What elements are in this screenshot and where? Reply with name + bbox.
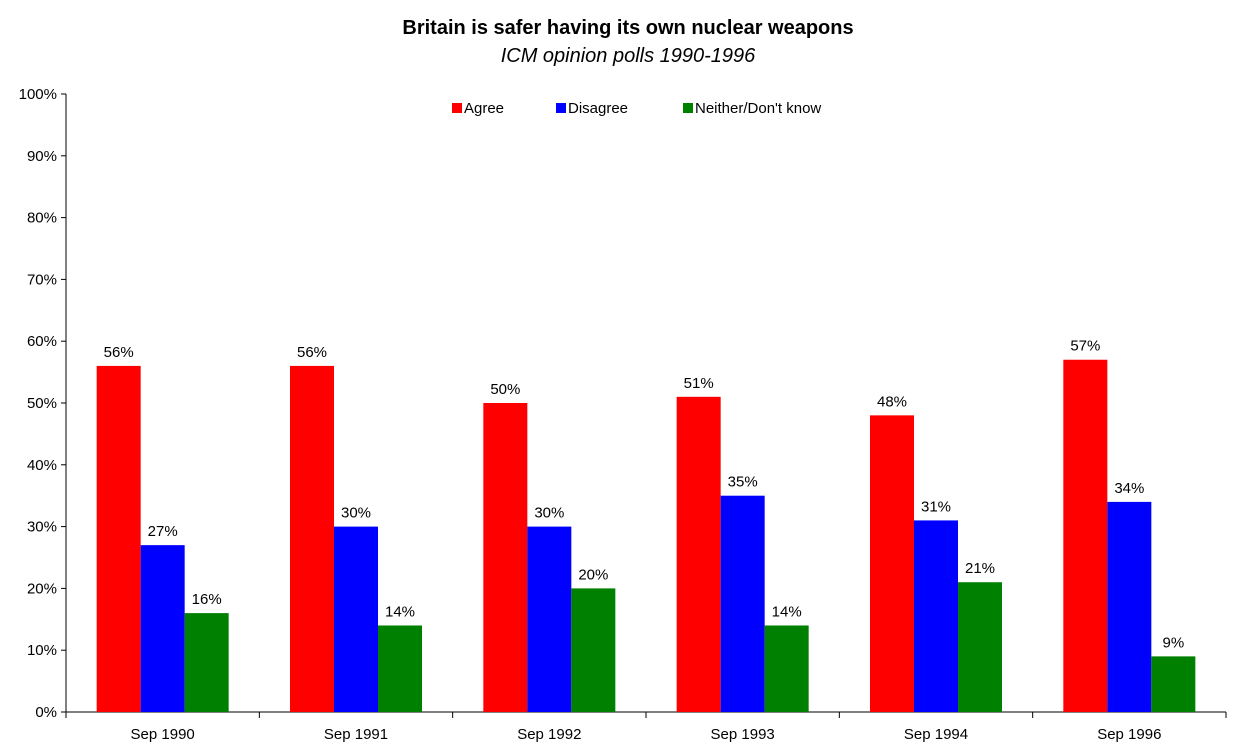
bar-disagree	[914, 520, 958, 712]
data-label: 48%	[877, 393, 907, 410]
data-label: 27%	[148, 523, 178, 540]
bar-disagree	[527, 526, 572, 712]
data-label: 9%	[1162, 634, 1184, 651]
legend: Agree Disagree Neither/Don't know	[452, 100, 821, 117]
x-category-label: Sep 1994	[904, 726, 968, 743]
y-axis: 0% 10% 20% 30% 40% 50% 60% 70% 80% 90% 100%	[19, 86, 67, 721]
bar-agree	[290, 365, 334, 712]
bar-neither-don-t-know	[1151, 656, 1196, 712]
bar-disagree	[1107, 501, 1152, 712]
data-label: 30%	[341, 505, 371, 522]
data-label: 35%	[728, 474, 758, 491]
x-category-label: Sep 1990	[131, 726, 195, 743]
bar-agree	[870, 415, 914, 712]
bar-disagree	[140, 545, 185, 712]
legend-label: Disagree	[568, 100, 628, 117]
y-tick-label: 40%	[27, 457, 57, 474]
data-label: 20%	[578, 566, 608, 583]
legend-swatch	[452, 103, 462, 113]
bar-agree	[676, 396, 721, 712]
data-label: 51%	[684, 375, 714, 392]
data-label: 34%	[1114, 480, 1144, 497]
x-category-label: Sep 1996	[1097, 726, 1161, 743]
y-tick-label: 30%	[27, 519, 57, 536]
data-label: 16%	[192, 591, 222, 608]
y-tick-label: 90%	[27, 148, 57, 165]
bar-disagree	[334, 526, 378, 712]
data-label: 31%	[921, 498, 951, 515]
y-tick-label: 10%	[27, 642, 57, 659]
x-category-label: Sep 1992	[517, 726, 581, 743]
data-label: 56%	[297, 344, 327, 361]
y-tick-label: 20%	[27, 580, 57, 597]
bar-agree	[1063, 359, 1108, 712]
y-tick-label: 50%	[27, 395, 57, 412]
data-label: 56%	[104, 344, 134, 361]
bar-neither-don-t-know	[184, 613, 229, 712]
y-tick-label: 60%	[27, 333, 57, 350]
data-label: 30%	[534, 505, 564, 522]
legend-label: Neither/Don't know	[695, 100, 821, 117]
chart-title: Britain is safer having its own nuclear …	[402, 17, 853, 39]
y-tick-label: 80%	[27, 210, 57, 227]
bar-neither-don-t-know	[764, 625, 809, 712]
bar-neither-don-t-know	[378, 625, 422, 712]
data-labels: 56% 27% 16% 56% 30% 14% 50% 30% 20% 51% 35% 14% 48% 3…	[104, 338, 1185, 652]
data-label: 57%	[1070, 338, 1100, 355]
bar-agree	[96, 365, 141, 712]
bar-neither-don-t-know	[958, 582, 1002, 712]
legend-swatch	[683, 103, 693, 113]
data-label: 50%	[490, 381, 520, 398]
y-tick-label: 100%	[19, 86, 57, 103]
y-tick-label: 70%	[27, 271, 57, 288]
bar-agree	[483, 403, 528, 712]
chart-subtitle: ICM opinion polls 1990-1996	[501, 45, 756, 67]
data-label: 14%	[385, 603, 415, 620]
data-label: 21%	[965, 560, 995, 577]
bar-neither-don-t-know	[571, 588, 616, 712]
data-label: 14%	[772, 603, 802, 620]
bar-disagree	[720, 495, 765, 712]
y-tick-label: 0%	[35, 704, 57, 721]
legend-swatch	[556, 103, 566, 113]
legend-label: Agree	[464, 100, 504, 117]
bars	[96, 359, 1196, 712]
x-category-label: Sep 1991	[324, 726, 388, 743]
x-axis: Sep 1990 Sep 1991 Sep 1992 Sep 1993 Sep 1994…	[65, 711, 1227, 743]
x-category-label: Sep 1993	[711, 726, 775, 743]
